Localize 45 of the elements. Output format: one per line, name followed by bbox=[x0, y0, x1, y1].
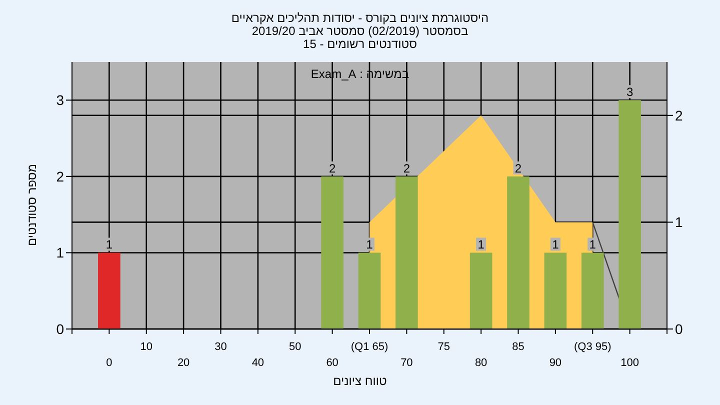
text: סטודנטים רשומים - 15 bbox=[303, 37, 418, 51]
x-tick-label: 90 bbox=[549, 357, 562, 369]
y2-tick-label: 2 bbox=[675, 107, 683, 124]
y-tick-label: 2 bbox=[56, 168, 64, 184]
data-label: 1 bbox=[366, 238, 374, 252]
x-tick-label: 60 bbox=[326, 357, 338, 369]
y2-tick-label: 0 bbox=[675, 321, 683, 337]
data-label: 1 bbox=[106, 238, 113, 252]
y-tick-label: 3 bbox=[56, 92, 64, 108]
bar bbox=[396, 176, 418, 329]
y-tick-label: 0 bbox=[56, 321, 64, 337]
data-label: 2 bbox=[403, 161, 410, 176]
x-tick-label: 0 bbox=[106, 357, 112, 369]
x-tick-label: 80 bbox=[474, 357, 488, 369]
x-tick-label: 10 bbox=[140, 341, 152, 353]
data-label: 2 bbox=[328, 161, 336, 176]
bar bbox=[581, 252, 604, 329]
bar bbox=[321, 176, 344, 329]
y-tick-label: 1 bbox=[56, 244, 64, 261]
bar bbox=[507, 176, 530, 329]
bar bbox=[358, 252, 381, 329]
data-label: 1 bbox=[589, 238, 596, 252]
data-label: 1 bbox=[552, 238, 560, 252]
x-tick-label: 100 bbox=[620, 357, 639, 369]
x-tick-label: 20 bbox=[177, 357, 190, 369]
x-tick-label: 40 bbox=[252, 357, 264, 369]
x-tick-label: 70 bbox=[400, 357, 413, 369]
x-tick-label: (Q1 65) bbox=[350, 341, 388, 353]
bar bbox=[470, 252, 492, 329]
bar bbox=[98, 252, 120, 329]
x-tick-label: 50 bbox=[289, 341, 302, 353]
x-tick-label: 30 bbox=[214, 341, 227, 353]
x-axis-title: טווח ציונים bbox=[333, 374, 388, 388]
chart-title: היסטוגרמת ציונים בקורס - יסודות תהליכים אקראיים bbox=[231, 11, 489, 25]
bar bbox=[618, 100, 641, 329]
data-label: 1 bbox=[478, 238, 485, 252]
chart-subtitle: בסמסטר (02/2019) סמסטר אביב 2019/20 bbox=[252, 24, 468, 38]
data-label: 3 bbox=[626, 85, 634, 100]
bar bbox=[544, 252, 567, 329]
y2-tick-label: 1 bbox=[675, 214, 683, 230]
data-label: 2 bbox=[514, 161, 522, 176]
x-tick-label: (Q3 95) bbox=[574, 341, 612, 353]
x-tick-label: 85 bbox=[512, 341, 524, 353]
y-axis-title: מספר סטודנטים bbox=[25, 164, 39, 246]
x-tick-label: 75 bbox=[438, 341, 450, 353]
